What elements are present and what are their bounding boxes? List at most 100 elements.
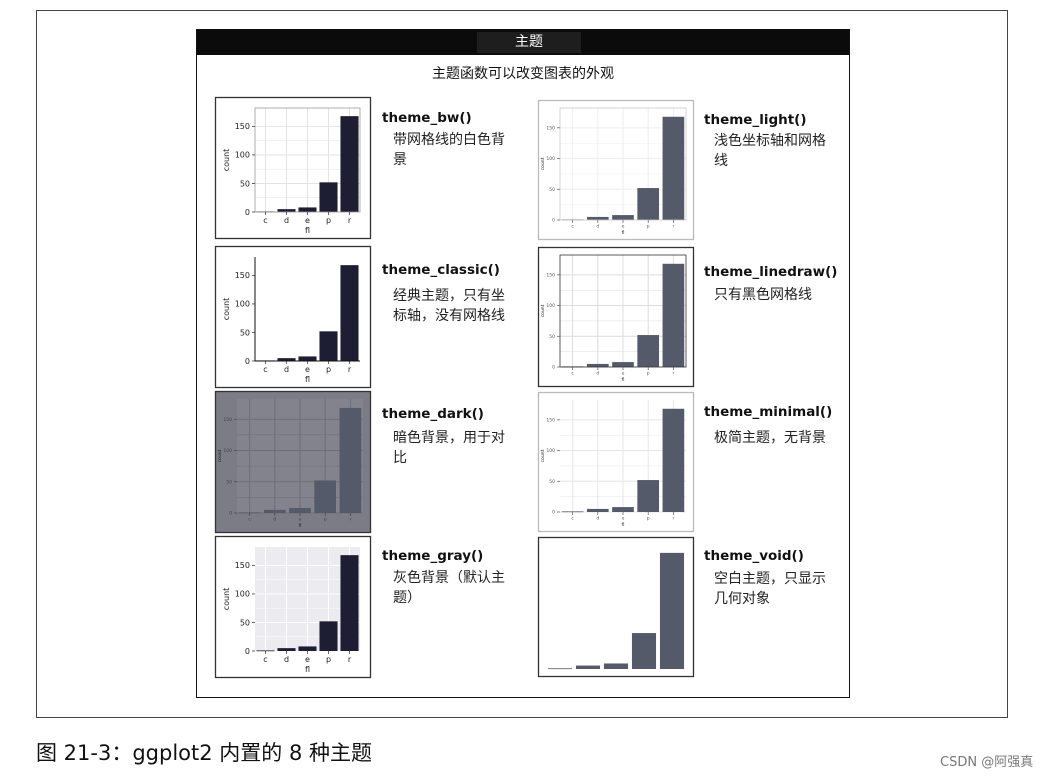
bar-r — [659, 552, 685, 669]
x-tick-label: d — [284, 655, 289, 664]
bar-e — [612, 507, 634, 512]
y-tick-label: 150 — [546, 125, 555, 131]
y-tick-label: 50 — [549, 479, 555, 485]
bar-p — [319, 182, 338, 212]
x-tick-label: r — [348, 655, 352, 664]
x-tick-label: r — [672, 516, 674, 522]
y-tick-label: 0 — [552, 510, 555, 516]
y-tick-label: 50 — [240, 618, 250, 627]
bar-c — [238, 512, 261, 514]
x-tick-label: c — [248, 518, 251, 523]
x-tick-label: c — [571, 517, 574, 522]
x-tick-label: p — [647, 225, 650, 230]
x-tick-label: e — [622, 372, 625, 377]
x-tick-label: c — [263, 365, 267, 374]
x-axis-title: fl — [622, 522, 625, 528]
y-axis-title: count — [540, 157, 546, 170]
x-tick-label: p — [326, 216, 331, 225]
y-axis-title: count — [217, 449, 223, 462]
panel-theme-light: 0 50 100 150 c d e p r fl count — [537, 99, 695, 241]
bar-p — [319, 621, 338, 651]
y-tick-label: 100 — [546, 448, 555, 454]
x-axis-title: fl — [305, 226, 310, 235]
bar-p — [637, 335, 660, 367]
theme-name-void: theme_void() — [704, 548, 804, 564]
y-tick-label: 100 — [235, 300, 250, 309]
x-axis-title: fl — [305, 375, 310, 384]
bar-r — [662, 408, 685, 512]
bar-d — [586, 216, 609, 220]
y-tick-label: 50 — [549, 187, 555, 193]
y-tick-label: 100 — [546, 303, 555, 309]
themes-sheet: 主题 主题函数可以改变图表的外观 0 50 100 150 c d e p r fl count 0… — [196, 29, 850, 698]
header-bar: 主题 — [197, 30, 849, 55]
y-tick-label: 0 — [245, 357, 250, 366]
x-tick-label: d — [596, 371, 599, 377]
y-tick-label: 0 — [552, 365, 555, 371]
bar-r — [662, 263, 685, 367]
x-tick-label: d — [596, 516, 599, 522]
bar-e — [612, 215, 634, 220]
bar-c — [256, 650, 275, 652]
y-tick-label: 150 — [235, 271, 250, 280]
theme-desc-dark: 暗色背景，用于对比 — [393, 430, 505, 466]
x-tick-label: c — [571, 372, 574, 377]
x-tick-label: d — [596, 224, 599, 230]
panel-theme-dark: 0 50 100 150 c d e p r fl count — [214, 390, 372, 534]
bar-p — [637, 188, 660, 220]
theme-desc-void: 空白主题，只显示几何对象 — [714, 571, 826, 607]
y-tick-label: 0 — [245, 208, 250, 217]
bar-d — [586, 508, 609, 512]
x-axis-title: fl — [622, 377, 625, 383]
y-tick-label: 0 — [552, 218, 555, 224]
theme-name-light: theme_light() — [704, 112, 807, 128]
x-axis-title: fl — [299, 523, 302, 529]
y-tick-label: 150 — [546, 272, 555, 278]
bar-p — [631, 633, 657, 669]
bar-d — [586, 363, 609, 367]
y-axis-title: count — [222, 149, 231, 172]
y-tick-label: 50 — [549, 334, 555, 340]
x-tick-label: c — [263, 216, 267, 225]
panel-theme-gray: 0 50 100 150 c d e p r fl count — [214, 535, 372, 679]
x-tick-label: c — [263, 655, 267, 664]
x-tick-label: p — [326, 655, 331, 664]
bar-r — [339, 407, 362, 513]
bar-d — [263, 509, 286, 513]
x-tick-label: e — [622, 225, 625, 230]
x-tick-label: e — [305, 365, 310, 374]
theme-desc-minimal: 极简主题，无背景 — [714, 430, 826, 446]
x-axis-title: fl — [622, 230, 625, 236]
y-tick-label: 100 — [223, 448, 232, 454]
y-tick-label: 50 — [226, 479, 232, 485]
theme-desc-light: 浅色坐标轴和网格线 — [714, 133, 826, 169]
y-axis-title: count — [540, 449, 546, 462]
bar-e — [289, 507, 311, 513]
x-tick-label: p — [326, 365, 331, 374]
x-tick-label: r — [672, 224, 674, 230]
x-tick-label: d — [284, 365, 289, 374]
y-tick-label: 0 — [245, 647, 250, 656]
y-tick-label: 150 — [235, 122, 250, 131]
bar-c — [547, 668, 573, 670]
x-tick-label: p — [647, 372, 650, 377]
figure-caption: 图 21-3：ggplot2 内置的 8 种主题 — [36, 741, 372, 765]
x-tick-label: r — [348, 365, 352, 374]
bar-r — [662, 116, 685, 220]
bar-e — [603, 663, 629, 669]
x-tick-label: r — [349, 517, 351, 523]
theme-name-linedraw: theme_linedraw() — [704, 264, 838, 280]
bar-e — [298, 207, 317, 212]
theme-name-bw: theme_bw() — [382, 110, 472, 126]
theme-name-classic: theme_classic() — [382, 262, 500, 278]
y-axis-title: count — [540, 304, 546, 317]
bar-p — [319, 331, 338, 361]
y-tick-label: 50 — [240, 179, 250, 188]
theme-desc-gray: 灰色背景（默认主题） — [393, 570, 505, 606]
y-tick-label: 100 — [235, 590, 250, 599]
y-axis-title: count — [222, 588, 231, 611]
y-axis-title: count — [222, 298, 231, 321]
bar-d — [277, 209, 296, 212]
y-tick-label: 100 — [235, 151, 250, 160]
theme-desc-bw: 带网格线的白色背景 — [393, 132, 505, 168]
